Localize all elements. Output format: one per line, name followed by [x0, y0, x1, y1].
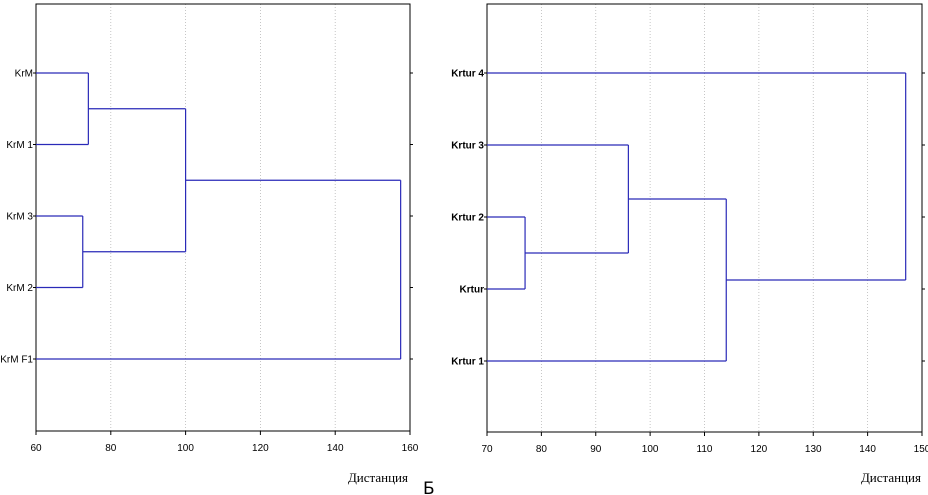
- plot-frame: [35, 3, 411, 432]
- dendrogram-panel-right: 70 80 90 100 110 120 130 140 150 Krtur 4 Krtur 3 Kr…: [451, 3, 928, 485]
- x-tick-label: 160: [402, 443, 419, 454]
- leaf-label: KrM 3: [6, 212, 33, 223]
- x-axis-label: Дистанция: [861, 470, 921, 485]
- leaf-label: KrM F1: [0, 355, 33, 366]
- dendrogram-panel-left: 60 80 100 120 140 160 KrM KrM 1 KrM 3 KrM 2 KrM F1…: [0, 3, 419, 485]
- leaf-label: Krtur: [460, 285, 485, 296]
- x-tick-label: 60: [30, 443, 42, 454]
- x-tick-label: 140: [327, 443, 344, 454]
- x-tick-label: 100: [177, 443, 194, 454]
- x-tick-label: 130: [805, 444, 822, 455]
- x-tick-label: 100: [642, 444, 659, 455]
- leaf-label: Krtur 3: [451, 141, 484, 152]
- x-tick-label: 140: [859, 444, 876, 455]
- figure-caption: Б: [423, 479, 435, 495]
- leaf-label: Krtur 4: [451, 69, 484, 80]
- x-tick-label: 70: [481, 444, 493, 455]
- x-tick-label: 80: [105, 443, 117, 454]
- leaf-label: Krtur 1: [451, 357, 484, 368]
- leaf-label: KrM 2: [6, 283, 33, 294]
- x-tick-label: 80: [536, 444, 548, 455]
- leaf-label: Krtur 2: [451, 213, 484, 224]
- x-tick-label: 90: [590, 444, 602, 455]
- leaf-label: KrM 1: [6, 140, 33, 151]
- x-tick-label: 150: [914, 444, 928, 455]
- x-axis-label: Дистанция: [348, 470, 408, 485]
- leaf-label: KrM: [15, 69, 33, 80]
- x-tick-label: 110: [697, 444, 713, 455]
- x-tick-label: 120: [751, 444, 768, 455]
- x-tick-label: 120: [252, 443, 269, 454]
